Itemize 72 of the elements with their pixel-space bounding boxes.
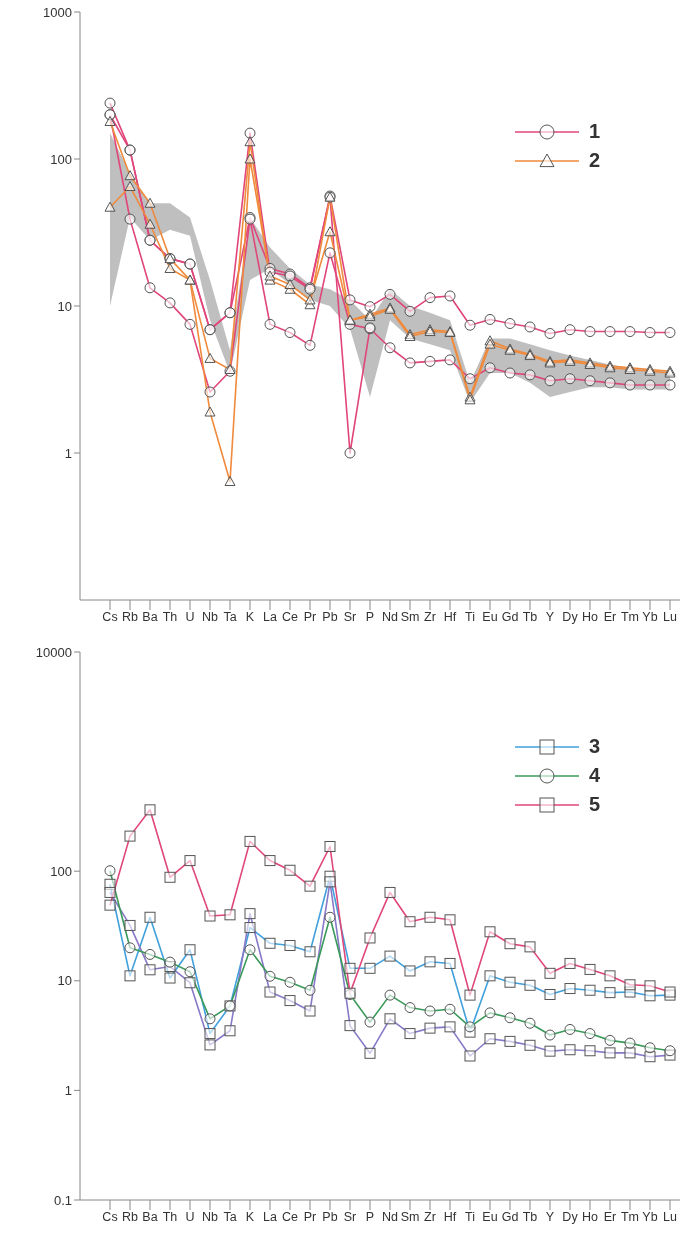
- legend-label: 2: [588, 149, 600, 172]
- x-tick-label: Ce: [282, 1209, 299, 1224]
- x-tick-label: Y: [545, 609, 555, 624]
- x-tick-label: K: [245, 1209, 255, 1224]
- x-tick-label: Yb: [642, 609, 658, 624]
- x-tick-label: Dy: [562, 609, 579, 624]
- y-tick-label: 0.1: [53, 1192, 72, 1208]
- x-tick-label: Pb: [322, 1209, 338, 1224]
- x-tick-label: U: [185, 1209, 195, 1224]
- x-tick-label: Gd: [501, 1209, 519, 1224]
- x-tick-label: Tm: [620, 609, 640, 624]
- legend-label: 3: [588, 735, 600, 758]
- x-tick-label: Cs: [102, 609, 118, 624]
- x-tick-label: Ti: [465, 1209, 475, 1224]
- y-tick-label: 100: [50, 151, 72, 167]
- x-tick-label: Ho: [582, 609, 599, 624]
- y-tick-label: 1000: [43, 4, 72, 20]
- x-tick-label: Sr: [343, 1209, 357, 1224]
- y-tick-label: 10: [57, 298, 72, 314]
- y-tick-label: 10000: [35, 644, 72, 660]
- x-tick-label: Pb: [322, 609, 338, 624]
- x-tick-label: Tb: [522, 609, 538, 624]
- y-tick-label: 1: [64, 445, 72, 461]
- x-tick-label: Lu: [663, 1209, 677, 1224]
- x-tick-label: Ti: [465, 609, 475, 624]
- legend-label: 5: [588, 793, 600, 816]
- x-tick-label: Sr: [343, 609, 357, 624]
- x-tick-label: Eu: [482, 609, 498, 624]
- x-tick-label: Tb: [522, 1209, 538, 1224]
- x-tick-label: Lu: [663, 609, 677, 624]
- x-tick-label: Nb: [202, 1209, 219, 1224]
- x-tick-label: Ce: [282, 609, 299, 624]
- x-tick-label: Ba: [142, 609, 158, 624]
- x-tick-label: Pr: [303, 609, 317, 624]
- x-tick-label: Hf: [443, 1209, 457, 1224]
- legend-label: 1: [588, 120, 600, 143]
- y-tick-label: 1: [64, 1083, 72, 1099]
- x-tick-label: Ta: [223, 1209, 237, 1224]
- x-tick-label: Nd: [382, 609, 399, 624]
- x-tick-label: Y: [545, 1209, 555, 1224]
- x-tick-label: Th: [162, 609, 178, 624]
- x-tick-label: Th: [162, 1209, 178, 1224]
- x-tick-label: Dy: [562, 1209, 579, 1224]
- y-tick-label: 10: [57, 973, 72, 989]
- x-tick-label: Pr: [303, 1209, 317, 1224]
- x-tick-label: Eu: [482, 1209, 498, 1224]
- x-tick-label: Sm: [400, 1209, 420, 1224]
- x-tick-label: P: [365, 1209, 375, 1224]
- x-tick-label: Rb: [122, 609, 139, 624]
- x-tick-label: La: [263, 1209, 277, 1224]
- x-tick-label: Zr: [424, 609, 436, 624]
- x-tick-label: Rb: [122, 1209, 139, 1224]
- x-tick-label: Hf: [443, 609, 457, 624]
- x-tick-label: Er: [603, 609, 617, 624]
- x-tick-label: Nb: [202, 609, 219, 624]
- x-tick-label: Ta: [223, 609, 237, 624]
- legend-label: 4: [588, 764, 600, 787]
- x-tick-label: Gd: [501, 609, 519, 624]
- x-tick-label: Ba: [142, 1209, 158, 1224]
- x-tick-label: Er: [603, 1209, 617, 1224]
- x-tick-label: Yb: [642, 1209, 658, 1224]
- x-tick-label: P: [365, 609, 375, 624]
- x-tick-label: Zr: [424, 1209, 436, 1224]
- x-tick-label: Sm: [400, 609, 420, 624]
- x-tick-label: Nd: [382, 1209, 399, 1224]
- x-tick-label: Tm: [620, 1209, 640, 1224]
- y-tick-label: 100: [50, 863, 72, 879]
- x-tick-label: U: [185, 609, 195, 624]
- x-tick-label: K: [245, 609, 255, 624]
- x-tick-label: La: [263, 609, 277, 624]
- x-tick-label: Ho: [582, 1209, 599, 1224]
- x-tick-label: Cs: [102, 1209, 118, 1224]
